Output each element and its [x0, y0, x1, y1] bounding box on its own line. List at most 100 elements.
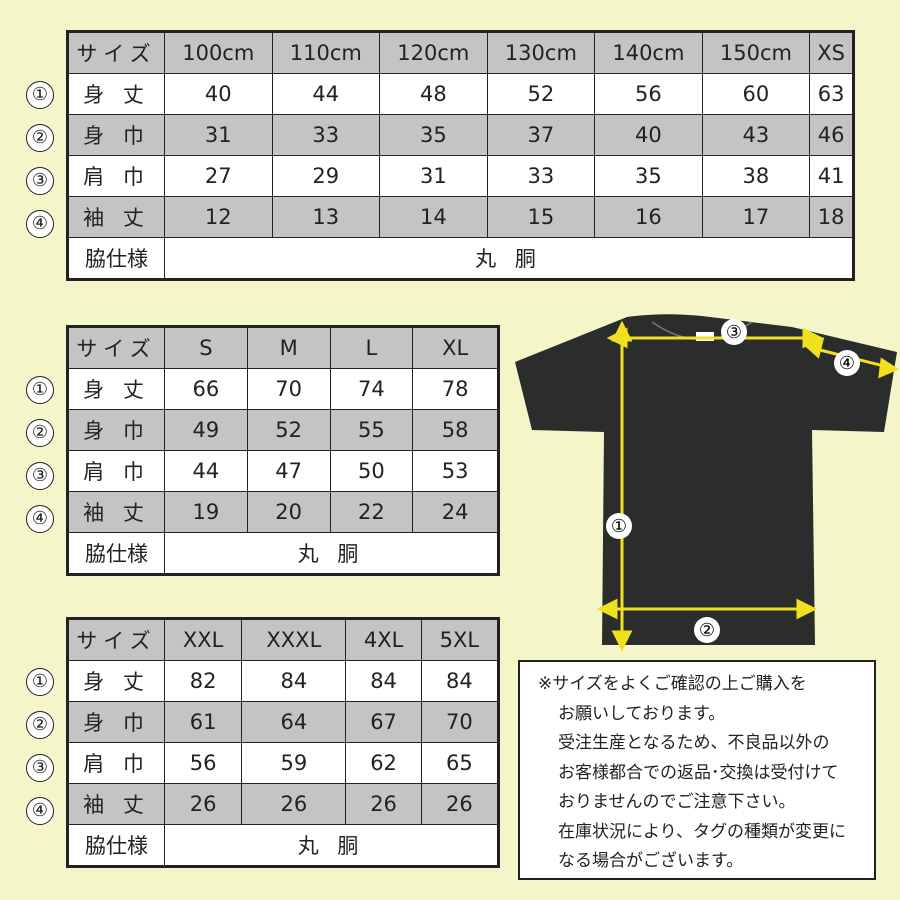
table-row: 肩 巾 44 47 50 53: [67, 450, 499, 492]
row-label: 身 巾: [67, 701, 165, 743]
table-row: 肩 巾 27 29 31 33 35 38 41: [67, 155, 854, 197]
cell: XS: [809, 31, 854, 74]
table-row: 身 丈 82 84 84 84: [67, 660, 500, 702]
cell: 58: [412, 409, 499, 451]
diagram-label-1: ①: [611, 516, 627, 537]
cell: XXL: [163, 618, 243, 661]
cell: 110cm: [271, 31, 381, 74]
row-label: 脇仕様: [67, 824, 165, 867]
cell: 49: [164, 409, 248, 451]
cell: XL: [412, 326, 499, 369]
cell: 140cm: [594, 31, 703, 74]
cell: 52: [246, 409, 331, 451]
cell: 31: [164, 114, 273, 156]
notice-line: 受注生産となるため、不良品以外の: [558, 733, 830, 753]
notice-line: ※サイズをよくご確認の上ご購入を: [538, 674, 807, 694]
footer-row: 脇仕様丸 胴: [67, 532, 499, 575]
row-label: 肩 巾: [67, 742, 165, 784]
tshirt-diagram: ① ② ③ ④: [515, 314, 898, 652]
cell: 64: [241, 701, 347, 743]
cell: 29: [271, 155, 381, 197]
size-table-1: サイズ 100cm 110cm 120cm 130cm 140cm 150cm XS 身 丈 40…: [66, 30, 855, 281]
notice-line: お客様都合での返品･交換は受付けて: [558, 762, 839, 783]
cell: 35: [594, 155, 703, 197]
cell: 24: [412, 491, 499, 533]
row-marker-4: ④: [26, 210, 54, 238]
row-label: 肩 巾: [67, 450, 165, 492]
notice-box: ※サイズをよくご確認の上ご購入を お願いしております。 受注生産となるため、不良…: [518, 660, 876, 880]
row-label: 脇仕様: [67, 237, 165, 280]
cell: 40: [594, 114, 703, 156]
cell: 17: [701, 196, 811, 238]
cell: 60: [701, 73, 811, 115]
cell: 41: [809, 155, 854, 197]
diagram-label-4: ④: [839, 353, 855, 374]
cell: 33: [271, 114, 381, 156]
header-row: サイズ XXL XXXL 4XL 5XL: [67, 618, 500, 661]
cell: 52: [486, 73, 596, 115]
row-label: 肩 巾: [67, 155, 165, 197]
cell: 20: [246, 491, 331, 533]
cell: 43: [701, 114, 811, 156]
cell: 70: [246, 368, 331, 410]
cell: 40: [164, 73, 273, 115]
cell: 84: [241, 660, 347, 702]
row-label: 袖 丈: [67, 196, 165, 238]
cell: 33: [486, 155, 596, 197]
cell: 130cm: [486, 31, 596, 74]
table-row: 肩 巾 56 59 62 65: [67, 742, 500, 784]
row-label: 身 巾: [67, 409, 165, 451]
cell: 26: [345, 783, 422, 825]
cell: 46: [809, 114, 854, 156]
cell: 56: [594, 73, 703, 115]
cell: 56: [163, 742, 243, 784]
cell: 4XL: [345, 618, 422, 661]
cell: L: [329, 326, 414, 369]
cell: 16: [594, 196, 703, 238]
row-label: 身 丈: [67, 368, 165, 410]
cell: 67: [345, 701, 422, 743]
cell: 5XL: [420, 618, 500, 661]
cell: 22: [329, 491, 414, 533]
table-row: 袖 丈 26 26 26 26: [67, 783, 500, 825]
cell: 70: [420, 701, 500, 743]
cell: 26: [163, 783, 243, 825]
notice-line: おりませんのでご注意下さい。: [558, 792, 796, 812]
row-marker-2: ②: [26, 711, 54, 739]
cell: 丸 胴: [164, 237, 854, 280]
cell: 19: [164, 491, 248, 533]
cell: 84: [420, 660, 500, 702]
cell: S: [164, 326, 248, 369]
row-label: サイズ: [67, 31, 165, 74]
measure-arrows: [596, 320, 898, 652]
size-table-2: サイズ S M L XL 身 丈 66 70 74 78 身 巾 49 52 55 58 肩 巾 44 47 50 5…: [66, 325, 500, 576]
cell: 38: [701, 155, 811, 197]
notice-line: なる場合がございます。: [558, 851, 744, 871]
row-marker-3: ③: [26, 462, 54, 490]
cell: 13: [271, 196, 381, 238]
cell: 47: [246, 450, 331, 492]
row-marker-1: ①: [26, 668, 54, 696]
cell: 18: [809, 196, 854, 238]
row-label: 身 丈: [67, 73, 165, 115]
header-row: サイズ S M L XL: [67, 326, 499, 369]
cell: 15: [486, 196, 596, 238]
cell: 44: [271, 73, 381, 115]
row-label: 袖 丈: [67, 783, 165, 825]
cell: 27: [164, 155, 273, 197]
cell: 26: [420, 783, 500, 825]
footer-row: 脇仕様丸 胴: [67, 824, 499, 867]
row-marker-2: ②: [26, 419, 54, 447]
cell: 150cm: [701, 31, 811, 74]
cell: 59: [241, 742, 347, 784]
cell: 48: [379, 73, 488, 115]
row-marker-1: ①: [26, 376, 54, 404]
cell: 55: [329, 409, 414, 451]
cell: 62: [345, 742, 422, 784]
cell: 82: [163, 660, 243, 702]
cell: 66: [164, 368, 248, 410]
cell: 63: [809, 73, 854, 115]
table-row: 身 巾 49 52 55 58: [67, 409, 499, 451]
table-row: 身 丈 66 70 74 78: [67, 368, 499, 410]
cell: M: [246, 326, 331, 369]
